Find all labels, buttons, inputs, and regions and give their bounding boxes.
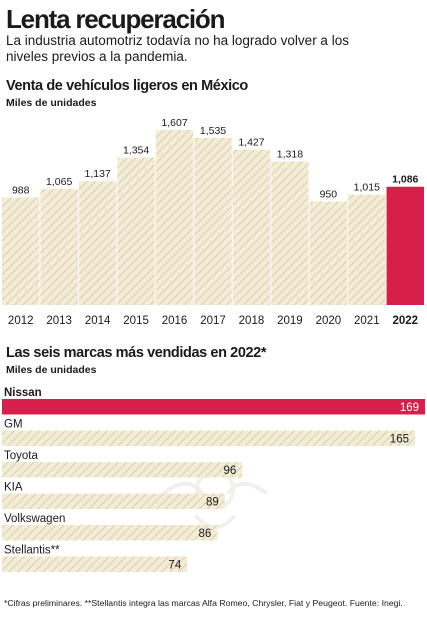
year-label-2021: 2021 (354, 315, 380, 327)
chart1-title: Venta de vehículos ligeros en México (6, 78, 248, 94)
year-label-2015: 2015 (123, 315, 149, 327)
chart2-title: Las seis marcas más vendidas en 2022* (6, 345, 267, 361)
value-label-2013: 1,065 (46, 176, 72, 188)
top-brands-chart: Nissan 169 GM 165 Toyota 96 KIA 89 Volkswagen 86 S… (2, 387, 425, 572)
year-label-2019: 2019 (277, 315, 303, 327)
brand-value-0: 169 (400, 402, 419, 414)
value-label-2014: 1,137 (84, 168, 110, 180)
value-label-2016: 1,607 (161, 117, 187, 129)
year-label-2022: 2022 (392, 315, 418, 327)
brand-label-5: Stellantis** (4, 545, 60, 557)
value-label-2012: 988 (12, 184, 30, 196)
bar-2019 (271, 161, 309, 305)
value-label-2015: 1,354 (123, 145, 149, 157)
page-subtitle: La industria automotriz todavía no ha lo… (6, 33, 349, 64)
value-label-2017: 1,535 (200, 125, 226, 137)
value-label-2019: 1,318 (277, 148, 303, 160)
bar-2017 (194, 137, 232, 305)
bar-2013 (40, 189, 78, 305)
chart1-unit-label: Miles de unidades (6, 97, 97, 109)
bar-2020 (309, 201, 348, 305)
value-label-2020: 950 (320, 189, 338, 201)
bar-2015 (117, 157, 155, 305)
value-label-2022: 1,086 (392, 174, 418, 186)
brand-value-1: 165 (390, 434, 409, 446)
brand-label-0: Nissan (4, 387, 42, 399)
bar-2018 (232, 149, 271, 305)
bar-2014 (78, 181, 117, 305)
brand-label-4: Volkswagen (4, 513, 65, 525)
year-label-2016: 2016 (162, 315, 188, 327)
bar-2016 (155, 130, 194, 305)
brand-label-2: Toyota (4, 450, 38, 462)
brand-bar-3 (2, 493, 225, 509)
brand-bar-2 (2, 462, 243, 478)
bar-2012 (2, 197, 40, 305)
year-label-2012: 2012 (8, 315, 34, 327)
chart2-unit-label: Miles de unidades (6, 364, 97, 376)
value-label-2021: 1,015 (354, 181, 380, 193)
page-title: Lenta recuperación (6, 4, 225, 34)
bar-2022 (386, 186, 424, 305)
brand-bar-0 (2, 399, 425, 415)
value-label-2018: 1,427 (238, 137, 264, 149)
year-label-2020: 2020 (316, 315, 342, 327)
year-label-2014: 2014 (85, 315, 111, 327)
brand-value-3: 89 (206, 497, 219, 509)
brand-label-3: KIA (4, 482, 23, 494)
footnote: *Cifras preliminares. **Stellantis integ… (4, 598, 403, 608)
brand-bar-1 (2, 430, 415, 446)
brand-label-1: GM (4, 419, 23, 431)
year-label-2017: 2017 (200, 315, 226, 327)
brand-value-2: 96 (223, 465, 236, 477)
year-label-2013: 2013 (46, 315, 72, 327)
vehicle-sales-chart: 988 2012 1,065 2013 1,137 2014 1,354 2015 1,607 2… (2, 117, 424, 327)
brand-bar-5 (2, 556, 188, 572)
brand-bar-4 (2, 525, 218, 541)
brand-value-4: 86 (198, 528, 211, 540)
brand-value-5: 74 (168, 560, 181, 572)
bar-2021 (348, 194, 386, 305)
year-label-2018: 2018 (239, 315, 265, 327)
